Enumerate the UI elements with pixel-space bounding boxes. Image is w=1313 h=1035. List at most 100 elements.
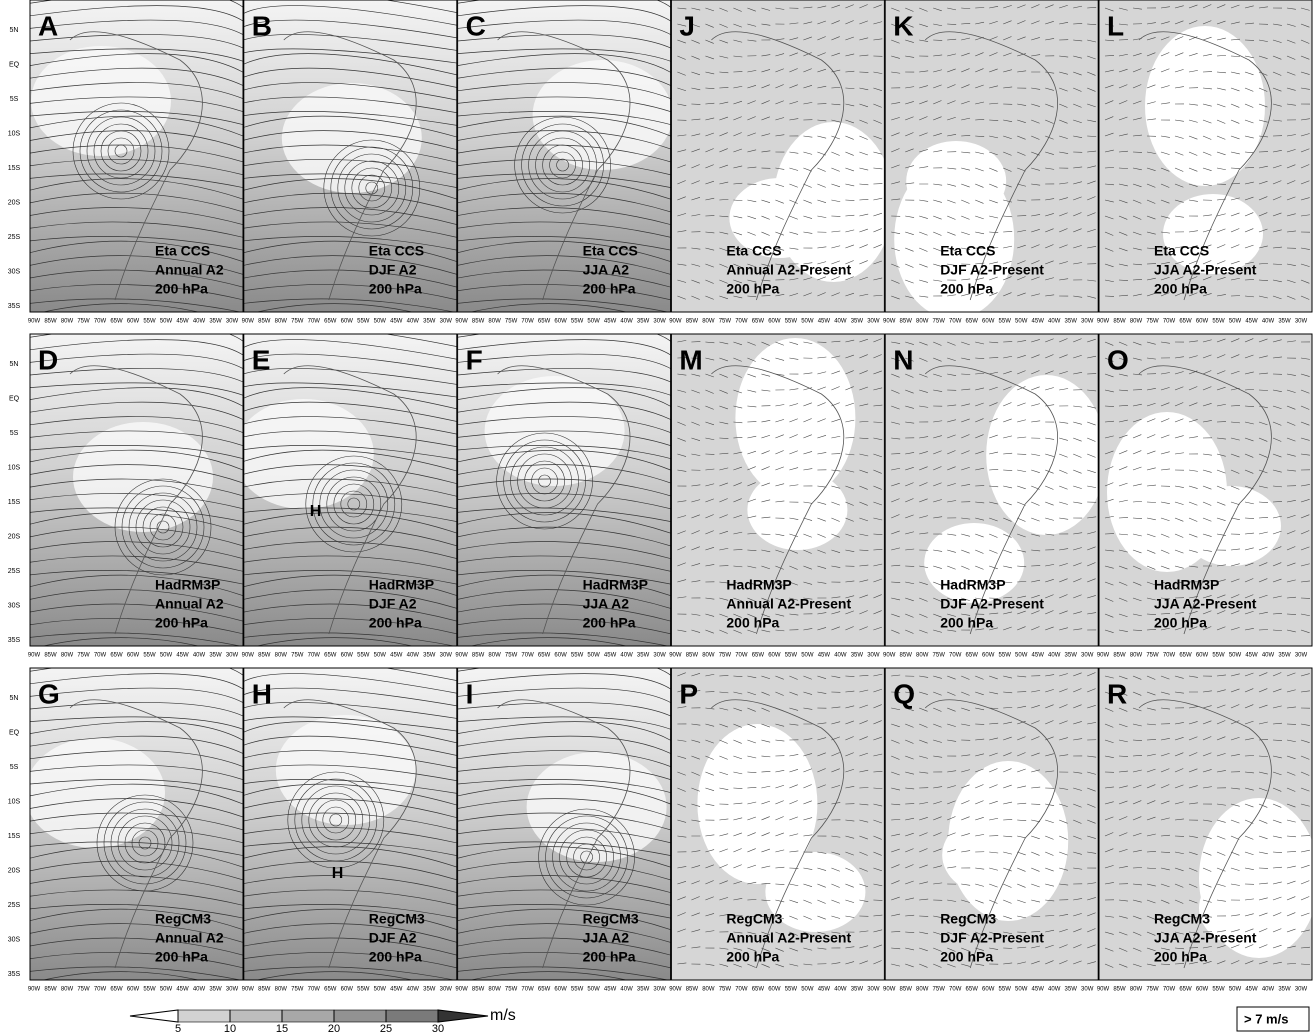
lon-tick-label: 60W: [341, 653, 354, 659]
lon-tick-label: 55W: [571, 653, 584, 659]
panel-label: 200 hPa: [369, 281, 422, 297]
lon-tick-label: 30W: [1081, 653, 1094, 659]
lon-tick-label: 35W: [209, 653, 222, 659]
panel-label: Eta CCS: [1154, 243, 1209, 259]
panel-label: 200 hPa: [1154, 281, 1207, 297]
lon-tick-label: 40W: [407, 987, 420, 993]
lon-tick-label: 45W: [1245, 987, 1258, 993]
panel-label: 200 hPa: [369, 949, 422, 965]
lon-tick-label: 40W: [620, 987, 633, 993]
lon-tick-label: 70W: [1163, 319, 1176, 325]
panel-label: Annual A2: [155, 596, 224, 612]
colorbar-bin: [385, 1009, 439, 1023]
colorbar-end: [437, 1009, 489, 1023]
panel-label: 200 hPa: [583, 281, 636, 297]
lon-tick-label: 30W: [440, 653, 453, 659]
panel-label: DJF A2-Present: [940, 262, 1044, 278]
lon-tick-label: 45W: [390, 987, 403, 993]
panel-label: RegCM3: [726, 911, 782, 927]
lon-tick-label: 55W: [357, 987, 370, 993]
lon-tick-label: 65W: [110, 987, 123, 993]
panel-letter: O: [1107, 344, 1129, 375]
panel-label: HadRM3P: [155, 577, 220, 593]
lon-tick-label: 65W: [752, 319, 765, 325]
panel-label: 200 hPa: [940, 949, 993, 965]
panel-letter: E: [252, 344, 271, 375]
colorbar-bin: [229, 1009, 283, 1023]
lon-tick-label: 65W: [538, 319, 551, 325]
lon-tick-label: 90W: [669, 987, 682, 993]
lon-tick-label: 60W: [127, 653, 140, 659]
lon-tick-label: 50W: [374, 319, 387, 325]
lat-tick-label: 15S: [8, 833, 21, 840]
lon-tick-label: 70W: [308, 987, 321, 993]
lon-tick-label: 90W: [1097, 653, 1110, 659]
lat-tick-label: 10S: [8, 464, 21, 471]
lon-tick-label: 35W: [851, 653, 864, 659]
map-panel: Q RegCM3 DJF A2-Present 200 hPa: [884, 667, 1099, 981]
panel-label: JJA A2-Present: [1154, 596, 1257, 612]
map-panel: B Eta CCS DJF A2 200 hPa: [243, 0, 458, 313]
lon-tick-label: 35W: [1278, 319, 1291, 325]
panel-label: Annual A2: [155, 262, 224, 278]
lon-tick-label: 80W: [275, 987, 288, 993]
lon-tick-label: 70W: [735, 319, 748, 325]
lon-tick-label: 55W: [785, 319, 798, 325]
lon-tick-label: 30W: [226, 653, 239, 659]
panel-label: 200 hPa: [940, 281, 993, 297]
lon-tick-label: 75W: [291, 653, 304, 659]
lat-tick-label: 35S: [8, 303, 21, 310]
lon-tick-label: 60W: [341, 319, 354, 325]
lon-tick-label: 70W: [949, 319, 962, 325]
panel-letter: Q: [893, 678, 915, 709]
lon-tick-label: 80W: [61, 987, 74, 993]
lon-tick-label: 85W: [686, 653, 699, 659]
lon-tick-label: 40W: [193, 319, 206, 325]
colorbar-tick-label: 5: [175, 1023, 181, 1035]
lon-tick-label: 55W: [357, 653, 370, 659]
lon-tick-label: 35W: [637, 319, 650, 325]
panel-label: Annual A2-Present: [726, 262, 851, 278]
lat-tick-label: 5S: [10, 96, 19, 103]
map-panel: N HadRM3P DJF A2-Present 200 hPa: [884, 333, 1099, 647]
lon-tick-label: 85W: [472, 653, 485, 659]
panel-label: Eta CCS: [155, 243, 210, 259]
map-panel: I RegCM3 JJA A2 200 hPa: [457, 667, 672, 981]
lon-tick-label: 50W: [587, 319, 600, 325]
lon-tick-label: 70W: [521, 987, 534, 993]
vector-legend: > 7 m/s: [1244, 1011, 1288, 1026]
lon-tick-label: 45W: [1032, 987, 1045, 993]
map-panel: L Eta CCS JJA A2-Present 200 hPa: [1098, 0, 1313, 313]
lon-tick-label: 80W: [1130, 653, 1143, 659]
panel-label: 200 hPa: [1154, 949, 1207, 965]
lon-tick-label: 30W: [653, 987, 666, 993]
lon-tick-label: 75W: [505, 987, 518, 993]
map-panel: O HadRM3P JJA A2-Present 200 hPa: [1098, 333, 1313, 647]
lon-tick-label: 75W: [933, 319, 946, 325]
lon-tick-label: 85W: [472, 319, 485, 325]
lon-tick-label: 90W: [455, 653, 468, 659]
lon-tick-label: 55W: [1212, 987, 1225, 993]
colorbar-tick-label: 10: [224, 1023, 236, 1035]
lon-tick-label: 60W: [982, 987, 995, 993]
lon-tick-label: 90W: [455, 987, 468, 993]
lon-tick-label: 65W: [110, 319, 123, 325]
lon-tick-label: 75W: [77, 653, 90, 659]
lon-tick-label: 40W: [407, 653, 420, 659]
lon-tick-label: 40W: [1048, 653, 1061, 659]
lon-tick-label: 40W: [834, 987, 847, 993]
panel-label: 200 hPa: [726, 949, 779, 965]
lon-tick-label: 45W: [818, 987, 831, 993]
lat-tick-label: 20S: [8, 867, 21, 874]
lon-tick-label: 80W: [275, 319, 288, 325]
map-panel: J Eta CCS Annual A2-Present 200 hPa: [670, 0, 885, 313]
lon-tick-label: 45W: [604, 653, 617, 659]
lon-tick-label: 70W: [308, 653, 321, 659]
map-panel: R RegCM3 JJA A2-Present 200 hPa: [1098, 667, 1313, 981]
lon-tick-label: 85W: [900, 319, 913, 325]
lon-tick-label: 45W: [604, 987, 617, 993]
lon-tick-label: 35W: [1065, 653, 1078, 659]
lon-tick-label: 60W: [768, 653, 781, 659]
lon-tick-label: 80W: [488, 653, 501, 659]
panel-letter: J: [679, 10, 695, 41]
